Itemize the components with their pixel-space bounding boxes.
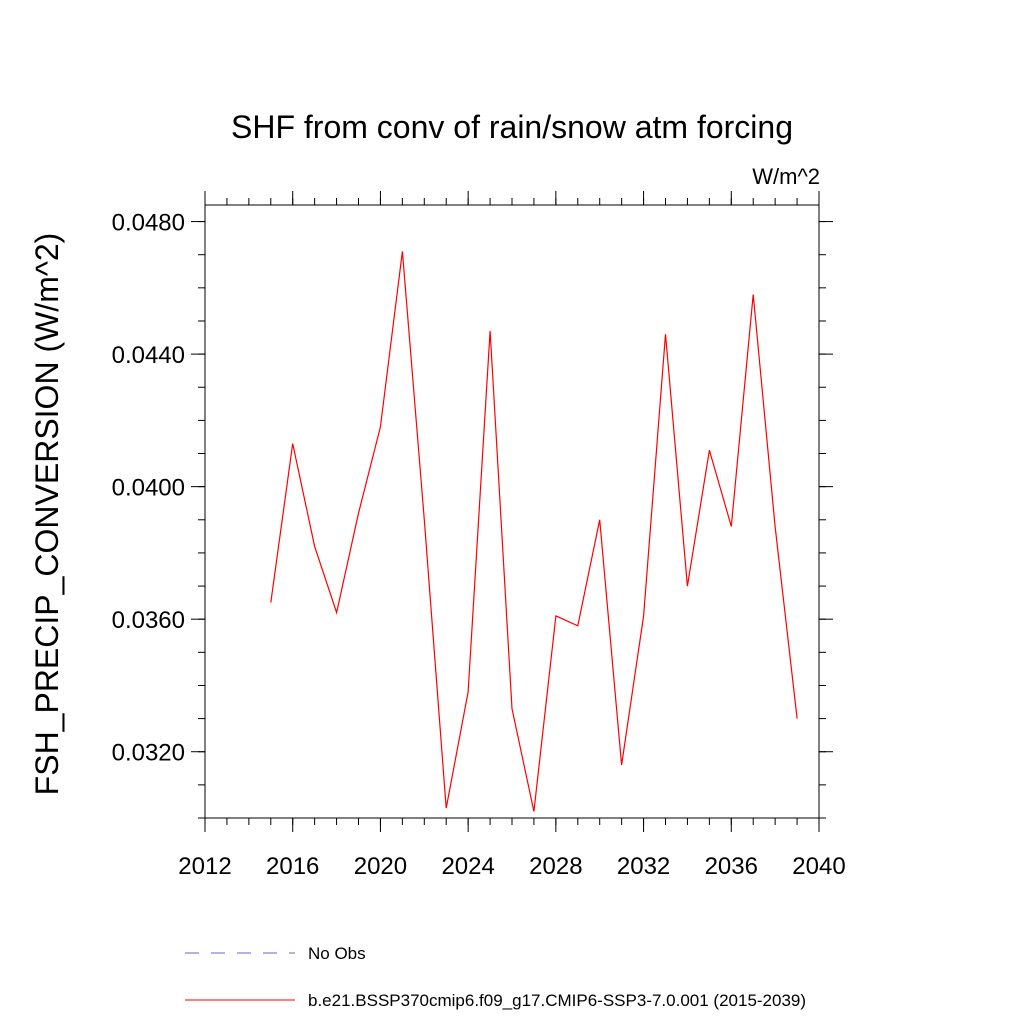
y-tick-label: 0.0400 [112,475,185,502]
x-tick-label: 2016 [266,853,319,880]
y-tick-label: 0.0480 [112,210,185,237]
x-tick-label: 2024 [441,853,494,880]
legend: No Obs b.e21.BSSP370cmip6.f09_g17.CMIP6-S… [185,944,806,1010]
y-axis-label: FSH_PRECIP_CONVERSION (W/m^2) [29,233,65,796]
y-tick-label: 0.0320 [112,740,185,767]
x-tick-label: 2032 [617,853,670,880]
x-tick-label: 2028 [529,853,582,880]
legend-label: b.e21.BSSP370cmip6.f09_g17.CMIP6-SSP3-7.… [308,991,806,1010]
y-tick-label: 0.0440 [112,342,185,369]
x-tick-label: 2040 [792,853,845,880]
axis-ticks: 2012 2016 2020 2024 2028 2032 2036 2040 0.0320 0.… [112,191,846,880]
x-tick-label: 2020 [354,853,407,880]
units-label: W/m^2 [752,164,820,189]
x-tick-label: 2036 [705,853,758,880]
chart-title: SHF from conv of rain/snow atm forcing [231,109,793,145]
series-line [270,251,798,812]
x-tick-label: 2012 [178,853,231,880]
series-layer [270,251,798,812]
y-tick-label: 0.0360 [112,607,185,634]
legend-label: No Obs [308,944,366,963]
